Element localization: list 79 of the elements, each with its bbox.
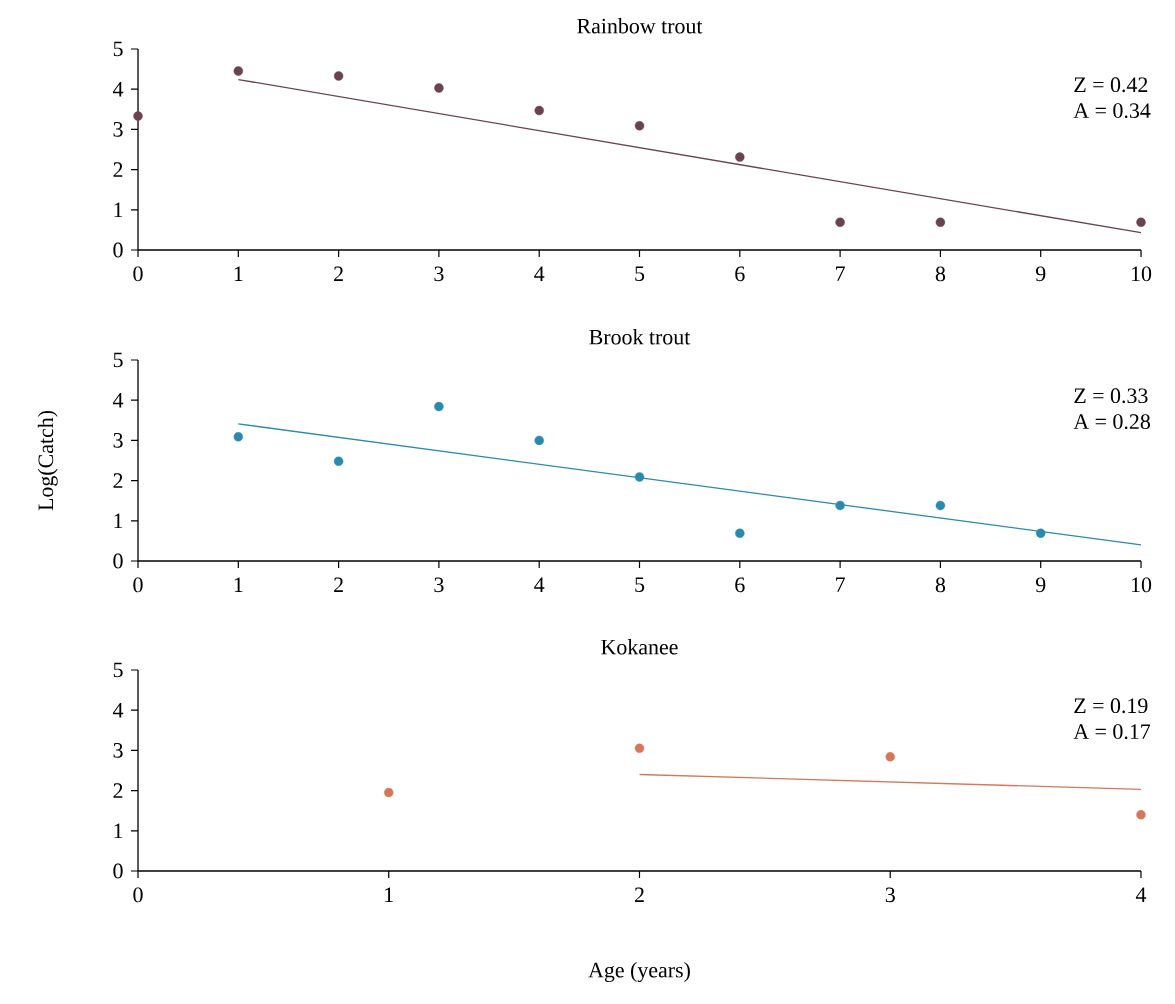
- x-tick-label: 7: [836, 577, 845, 592]
- y-tick-label: 0: [113, 242, 123, 258]
- point: [233, 432, 244, 442]
- x-tick-label: 1: [385, 887, 393, 902]
- x-tick-label: 2: [634, 887, 644, 902]
- x-tick-label: 8: [935, 266, 946, 282]
- x-tick-label: 4: [1135, 887, 1147, 902]
- point: [634, 472, 645, 482]
- chart-title: Rainbow trout: [577, 18, 703, 34]
- y-tick-label: 3: [113, 122, 123, 137]
- y-tick-label: 5: [113, 41, 123, 57]
- x-tick-label: 3: [434, 266, 444, 282]
- annotation: A = 0.34: [1073, 103, 1151, 119]
- y-tick-label: 2: [113, 162, 123, 177]
- point: [735, 152, 745, 162]
- y-tick-label: 0: [113, 553, 123, 569]
- x-tick-label: 6: [735, 266, 745, 282]
- y-tick-label: 0: [113, 863, 123, 879]
- x-tick-label: 0: [133, 887, 143, 903]
- y-tick-label: 2: [113, 473, 123, 488]
- x-tick-label: 1: [234, 266, 243, 281]
- x-tick-label: 2: [334, 577, 343, 592]
- point: [935, 500, 946, 511]
- point: [735, 528, 745, 538]
- annotation: Z = 0.33: [1074, 388, 1148, 404]
- y-axis-title: Log(Catch): [37, 410, 58, 511]
- y-tick-label: 1: [114, 823, 123, 839]
- point: [434, 401, 444, 412]
- point: [534, 435, 544, 446]
- point: [384, 787, 394, 798]
- x-tick-label: 4: [534, 266, 545, 281]
- annotation: A = 0.17: [1073, 724, 1151, 740]
- point: [1036, 528, 1046, 538]
- y-tick-label: 1: [114, 202, 123, 218]
- annotation: Z = 0.42: [1074, 77, 1148, 93]
- point: [534, 105, 544, 116]
- x-tick-label: 3: [885, 887, 895, 903]
- chart-title: Kokanee: [601, 639, 678, 655]
- x-tick-label: 2: [334, 266, 343, 281]
- x-tick-label: 9: [1035, 266, 1046, 282]
- x-tick-label: 5: [635, 266, 645, 282]
- point: [835, 500, 845, 511]
- point: [333, 456, 344, 466]
- y-tick-label: 2: [113, 783, 123, 798]
- y-tick-label: 4: [112, 81, 124, 97]
- y-tick-label: 4: [112, 702, 124, 718]
- x-tick-label: 3: [434, 577, 444, 593]
- y-tick-label: 5: [113, 352, 123, 368]
- chart-title: Brook trout: [589, 329, 691, 345]
- x-tick-label: 4: [534, 577, 545, 592]
- x-tick-label: 10: [1131, 266, 1152, 282]
- x-tick-label: 8: [935, 577, 946, 593]
- x-tick-label: 0: [133, 266, 143, 282]
- annotation: A = 0.28: [1073, 414, 1150, 430]
- point: [634, 743, 645, 754]
- x-tick-label: 9: [1035, 577, 1046, 593]
- y-tick-label: 5: [113, 662, 123, 678]
- x-tick-label: 0: [133, 577, 143, 593]
- point: [133, 111, 143, 121]
- point: [1136, 810, 1146, 820]
- y-tick-label: 4: [112, 392, 124, 408]
- x-tick-label: 1: [234, 577, 243, 592]
- annotation: Z = 0.19: [1074, 698, 1148, 714]
- point: [333, 71, 344, 81]
- point: [885, 752, 895, 762]
- point: [935, 217, 946, 227]
- x-tick-label: 7: [836, 266, 845, 281]
- x-tick-label: 5: [635, 577, 645, 593]
- y-tick-label: 3: [113, 433, 123, 448]
- point: [634, 121, 645, 131]
- y-tick-label: 1: [114, 513, 123, 529]
- point: [434, 83, 444, 93]
- point: [233, 66, 244, 76]
- x-tick-label: 6: [735, 577, 745, 593]
- x-axis-title: Age (years): [588, 962, 690, 983]
- y-tick-label: 3: [113, 743, 123, 758]
- point: [835, 217, 845, 227]
- point: [1136, 217, 1146, 227]
- x-tick-label: 10: [1131, 577, 1152, 593]
